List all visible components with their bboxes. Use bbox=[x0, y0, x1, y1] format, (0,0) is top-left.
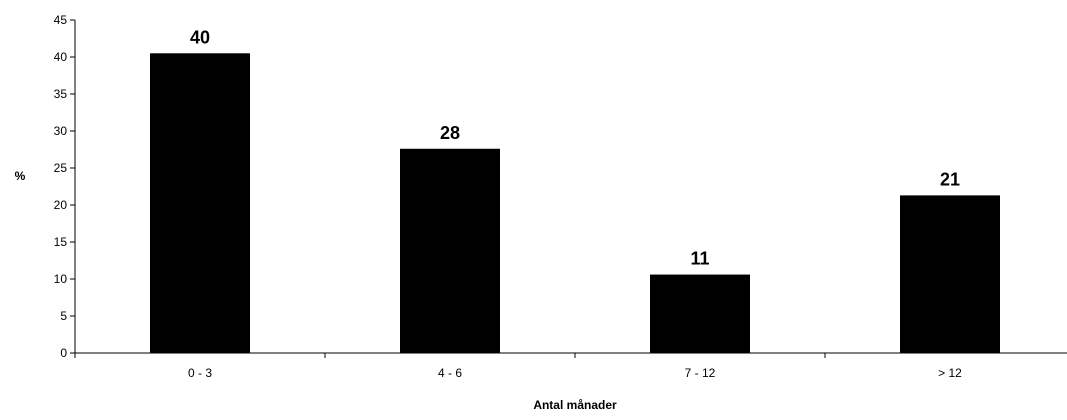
bar bbox=[400, 148, 500, 353]
bar-value-label: 21 bbox=[940, 169, 960, 189]
x-category-label: 4 - 6 bbox=[438, 366, 462, 380]
y-tick-label: 15 bbox=[54, 235, 68, 249]
x-category-label: 7 - 12 bbox=[685, 366, 716, 380]
y-tick-label: 20 bbox=[54, 198, 68, 212]
bar bbox=[900, 195, 1000, 353]
x-category-label: 0 - 3 bbox=[188, 366, 212, 380]
y-tick-label: 5 bbox=[60, 309, 67, 323]
y-tick-label: 10 bbox=[54, 272, 68, 286]
bar-value-label: 28 bbox=[440, 123, 460, 143]
y-tick-label: 0 bbox=[60, 346, 67, 360]
bar-value-label: 11 bbox=[690, 249, 709, 269]
y-tick-label: 30 bbox=[54, 124, 68, 138]
y-axis: 0 5 10 15 20 25 30 35 40 45 bbox=[54, 13, 76, 360]
y-tick-label: 25 bbox=[54, 161, 68, 175]
bar-value-label: 40 bbox=[190, 27, 210, 47]
x-category-label: > 12 bbox=[938, 366, 962, 380]
y-tick-label: 35 bbox=[54, 87, 68, 101]
x-axis: 0 - 3 4 - 6 7 - 12 > 12 bbox=[74, 352, 1067, 380]
x-axis-title: Antal månader bbox=[533, 398, 617, 412]
y-tick-label: 45 bbox=[54, 13, 68, 27]
bar bbox=[650, 274, 750, 353]
bar bbox=[150, 53, 250, 354]
y-axis-title: % bbox=[15, 169, 26, 183]
bars-group: 40 28 11 21 bbox=[150, 27, 1000, 354]
y-tick-label: 40 bbox=[54, 50, 68, 64]
